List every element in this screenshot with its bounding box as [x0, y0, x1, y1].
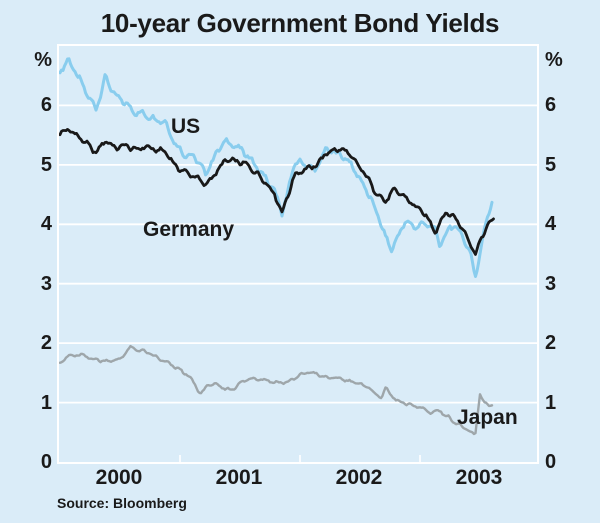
y-tick-label-right-6: 6	[545, 94, 557, 116]
y-tick-label-left-1: 1	[40, 392, 52, 414]
series-label-us: US	[171, 115, 201, 138]
y-tick-label-left-5: 5	[40, 154, 52, 176]
y-tick-label-right-1: 1	[545, 392, 557, 414]
plot-area: US Germany Japan	[57, 44, 539, 464]
x-tick-label-2003: 2003	[455, 466, 503, 489]
y-axis-unit-left: %	[34, 49, 52, 71]
chart-lines	[59, 57, 537, 462]
source-note: Source: Bloomberg	[57, 495, 187, 511]
series-label-germany: Germany	[143, 218, 235, 241]
y-tick-label-right-4: 4	[545, 213, 557, 235]
chart-title: 10-year Government Bond Yields	[100, 8, 500, 38]
y-tick-label-right-5: 5	[545, 154, 557, 176]
y-tick-label-left-3: 3	[40, 273, 52, 295]
y-tick-label-left-2: 2	[40, 332, 52, 354]
y-tick-label-right-0: 0	[545, 451, 557, 473]
y-tick-label-right-2: 2	[545, 332, 557, 354]
y-tick-label-left-6: 6	[40, 94, 52, 116]
y-tick-label-left-0: 0	[40, 451, 52, 473]
y-tick-label-left-4: 4	[40, 213, 52, 235]
x-tick-label-2000: 2000	[95, 466, 143, 489]
x-tick-label-2001: 2001	[215, 466, 263, 489]
y-axis-unit-right: %	[545, 49, 563, 71]
x-tick-label-2002: 2002	[335, 466, 383, 489]
y-tick-label-right-3: 3	[545, 273, 557, 295]
series-label-japan: Japan	[457, 406, 518, 429]
